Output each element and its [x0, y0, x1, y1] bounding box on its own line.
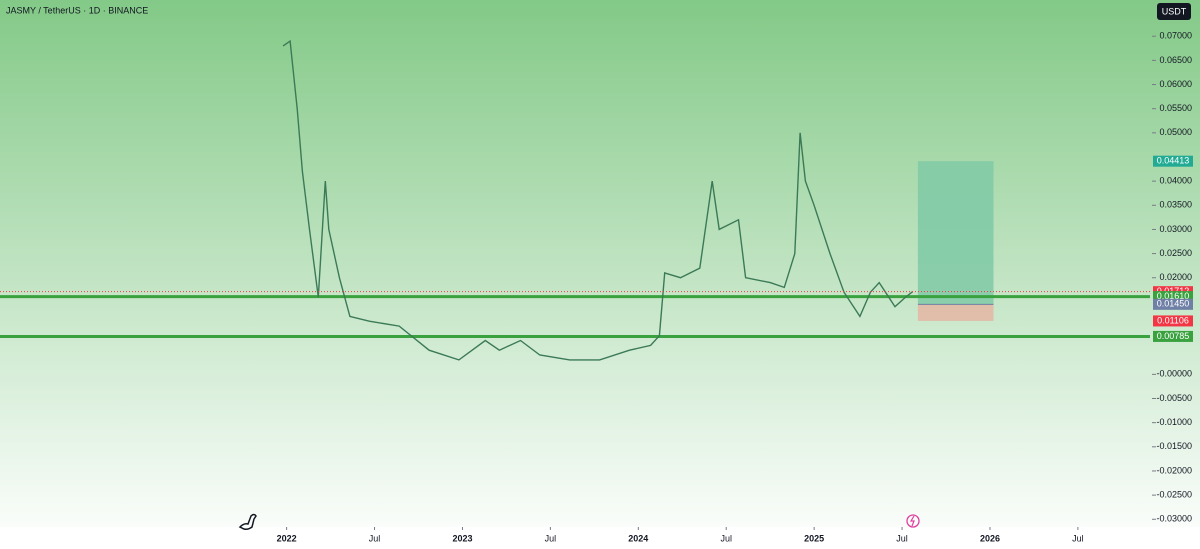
price-line	[282, 39, 914, 361]
y-tick-label: 0.07000	[1159, 31, 1192, 41]
price-tag-label: 0.01712	[1157, 286, 1190, 296]
price-tag	[1153, 155, 1193, 167]
currency-button[interactable]	[1157, 3, 1191, 20]
y-tick-label: 0.03000	[1159, 224, 1192, 234]
y-tick-label: -0.01000	[1156, 417, 1192, 427]
y-tick-label: -0.00000	[1156, 369, 1192, 379]
y-tick-label: -0.01500	[1156, 441, 1192, 451]
y-tick-label: 0.04000	[1159, 176, 1192, 186]
y-tick-label: 0.05500	[1159, 103, 1192, 113]
x-tick-label: Jul	[369, 533, 381, 543]
x-tick-label: Jul	[545, 533, 557, 543]
price-tag	[1153, 298, 1193, 310]
price-tag	[1153, 315, 1193, 327]
y-tick-label: 0.02500	[1159, 248, 1192, 258]
x-tick-label: 2025	[804, 533, 824, 543]
event-bolt	[909, 515, 915, 527]
price-tag-label: 0.04413	[1157, 156, 1190, 166]
y-tick-label: 0.03500	[1159, 200, 1192, 210]
y-tick-label: -0.02000	[1156, 465, 1192, 475]
x-tick-label: Jul	[1072, 533, 1084, 543]
x-tick-label: 2023	[452, 533, 472, 543]
price-tag-label: 0.01450	[1157, 299, 1190, 309]
y-tick-label: -0.03000	[1156, 514, 1192, 524]
time-axis	[0, 527, 1200, 549]
y-tick-label: 0.06500	[1159, 55, 1192, 65]
y-tick-label: 0.02000	[1159, 272, 1192, 282]
y-tick-label: -0.00500	[1156, 393, 1192, 403]
price-tag	[1153, 330, 1193, 342]
y-tick-label: -0.02500	[1156, 489, 1192, 499]
x-tick-label: 2026	[980, 533, 1000, 543]
x-tick-label: 2024	[628, 533, 648, 543]
price-tag	[1153, 291, 1193, 303]
logo	[238, 513, 257, 530]
event-icon[interactable]	[906, 514, 920, 528]
symbol-title: JASMY / TetherUS · 1D · BINANCE	[6, 5, 148, 15]
x-tick-label: 2022	[277, 533, 297, 543]
target-zone	[917, 161, 994, 305]
x-tick-label: Jul	[720, 533, 732, 543]
currency-label: USDT	[1162, 6, 1187, 16]
price-tag-label: 0.01610	[1157, 291, 1190, 301]
y-tick-label: 0.06000	[1159, 79, 1192, 89]
stop-zone	[917, 304, 994, 321]
x-tick-label: Jul	[896, 533, 908, 543]
y-tick-label: 0.05000	[1159, 127, 1192, 137]
price-tag-label: 0.00785	[1157, 331, 1190, 341]
price-tag-label: 0.01106	[1157, 315, 1189, 325]
